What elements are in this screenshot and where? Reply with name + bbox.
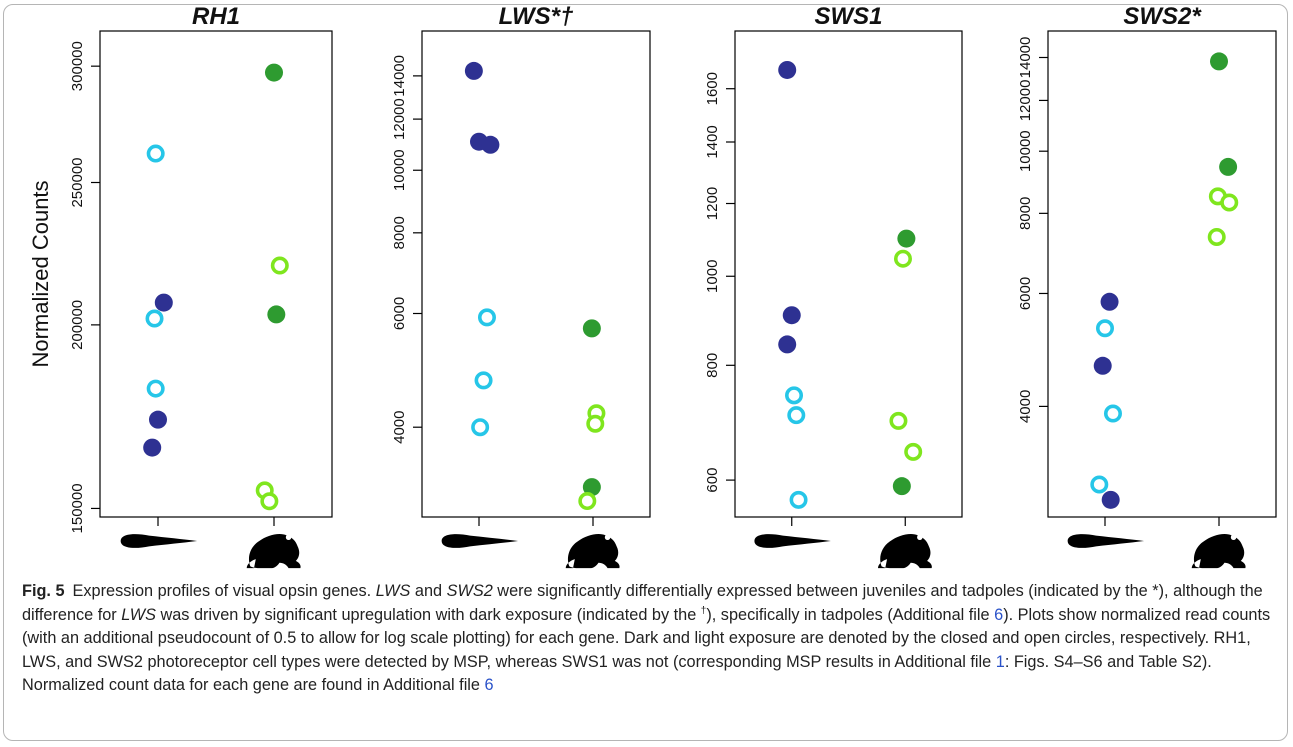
caption-gene: SWS2 — [446, 582, 493, 600]
file-link[interactable]: 6 — [994, 605, 1004, 624]
data-point — [474, 371, 493, 390]
y-tick-label: 800 — [704, 353, 721, 378]
data-point — [1207, 227, 1226, 246]
y-tick-label: 300000 — [69, 41, 86, 91]
data-point — [260, 492, 279, 511]
data-point — [464, 61, 483, 80]
caption-text: ), specifically in tadpoles (Additional … — [706, 605, 995, 624]
y-tick-label: 14000 — [391, 55, 408, 97]
data-point — [582, 478, 601, 497]
data-point — [1103, 404, 1122, 423]
data-point — [892, 477, 911, 496]
file-link[interactable]: 1 — [995, 652, 1005, 671]
data-point — [1101, 490, 1120, 509]
y-tick-label: 4000 — [391, 411, 408, 444]
y-tick-label: 6000 — [1017, 277, 1034, 310]
plot-box — [421, 30, 651, 518]
y-tick-label: 250000 — [69, 157, 86, 207]
data-point — [1090, 475, 1109, 494]
data-point — [1093, 356, 1112, 375]
caption-text: Expression profiles of visual opsin gene… — [72, 582, 376, 600]
panel-title: SWS1 — [814, 3, 882, 30]
y-tick-label: 12000 — [1017, 80, 1034, 122]
caption-text: and — [410, 582, 447, 600]
tadpole-icon — [754, 534, 831, 548]
y-tick-label: 8000 — [1017, 197, 1034, 230]
data-point — [586, 414, 605, 433]
caption-label: Fig. 5 — [22, 582, 65, 600]
y-tick-label: 10000 — [1017, 130, 1034, 172]
frog-icon — [877, 533, 932, 569]
y-tick-label: 1400 — [704, 125, 721, 158]
data-point — [789, 490, 808, 509]
panel-title: SWS2* — [1123, 3, 1202, 30]
plot-box — [1047, 30, 1277, 518]
data-point — [146, 379, 165, 398]
data-point — [1100, 292, 1119, 311]
tadpole-icon — [441, 534, 519, 548]
y-tick-label: 8000 — [391, 216, 408, 249]
data-point — [889, 411, 908, 430]
y-tick-label: 1000 — [704, 260, 721, 293]
figure: RH1 Normalized Counts 150000 200000 250000 30… — [28, 3, 1277, 569]
caption-gene: LWS — [375, 582, 411, 600]
data-point — [146, 144, 165, 163]
y-tick-label: 150000 — [69, 483, 86, 533]
figure-caption: Fig. 5 Expression profiles of visual opsi… — [22, 580, 1274, 698]
plot-box — [99, 30, 333, 518]
frog-icon — [565, 533, 620, 569]
y-tick-label: 6000 — [391, 297, 408, 330]
y-tick-label: 4000 — [1017, 390, 1034, 423]
data-point — [1210, 52, 1228, 71]
frog-icon — [246, 533, 301, 569]
data-point — [149, 410, 167, 429]
caption-dagger: † — [700, 605, 707, 617]
data-point — [778, 335, 797, 354]
y-tick-label: 600 — [704, 468, 721, 493]
data-point — [578, 492, 597, 511]
caption-text: were significantly differentially expres… — [22, 582, 1263, 624]
y-tick-label: 1200 — [704, 187, 721, 220]
panel-title: LWS*† — [499, 3, 574, 30]
data-point — [481, 135, 500, 154]
data-point — [785, 386, 804, 405]
y-tick-label: 12000 — [391, 98, 408, 140]
data-point — [582, 319, 601, 338]
tadpole-icon — [120, 534, 198, 548]
y-axis-label: Normalized Counts — [28, 180, 53, 367]
data-point — [1096, 319, 1115, 338]
data-point — [778, 60, 797, 79]
data-point — [471, 418, 490, 437]
tadpole-icon — [1067, 534, 1145, 548]
frog-icon — [1191, 533, 1246, 569]
panel-title: RH1 — [192, 3, 240, 30]
data-point — [893, 249, 912, 268]
data-point — [897, 229, 916, 248]
data-point — [782, 306, 801, 325]
data-point — [1220, 193, 1239, 212]
caption-gene: LWS — [121, 605, 156, 624]
y-tick-label: 1600 — [704, 72, 721, 105]
y-tick-label: 10000 — [391, 149, 408, 191]
data-point — [477, 308, 496, 327]
data-point — [145, 309, 164, 328]
data-point — [1219, 157, 1238, 176]
y-tick-label: 14000 — [1017, 37, 1034, 79]
plot-box — [734, 30, 963, 518]
data-point — [787, 406, 806, 425]
data-point — [267, 305, 286, 324]
data-point — [265, 63, 283, 82]
caption-text: was driven by significant upregulation w… — [155, 605, 701, 624]
data-point — [270, 256, 289, 275]
data-point — [904, 442, 923, 461]
file-link[interactable]: 6 — [484, 676, 494, 694]
data-point — [143, 438, 162, 457]
figure-frame — [3, 4, 1288, 741]
data-point — [154, 293, 173, 312]
y-tick-label: 200000 — [69, 300, 86, 350]
caption-text: ). Plots show normalized read counts (wi… — [22, 605, 1271, 671]
caption-text: : Figs. S4–S6 and Table S2). Normalized … — [22, 652, 1212, 695]
